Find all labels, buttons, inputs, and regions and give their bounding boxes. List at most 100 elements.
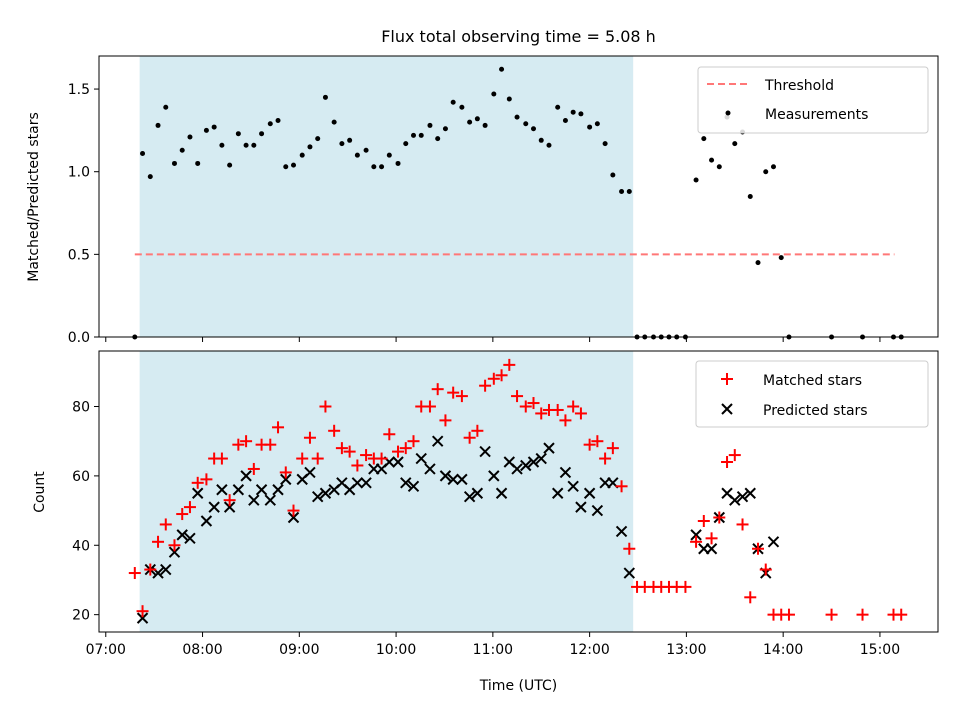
matched-star-point [471, 424, 484, 437]
legend-measurements-label: Measurements [765, 107, 868, 123]
x-tick-label: 09:00 [279, 642, 319, 658]
measurement-point [363, 147, 369, 153]
predicted-star-point [360, 477, 372, 489]
predicted-star-point [304, 466, 316, 479]
predicted-star-point [551, 487, 564, 499]
matched-star-point [825, 608, 838, 621]
legend-matched-label: Matched stars [763, 373, 862, 389]
legend-threshold-label: Threshold [764, 78, 834, 94]
predicted-star-point [520, 459, 532, 472]
measurement-point [163, 104, 169, 110]
matched-star-point [615, 480, 628, 493]
matched-star-point [856, 608, 869, 621]
predicted-star-point [463, 490, 476, 503]
measurement-point [701, 136, 707, 142]
matched-star-point [328, 424, 341, 437]
measurement-point [716, 164, 722, 170]
measurement-point [747, 194, 753, 199]
matched-star-point [152, 535, 165, 548]
measurement-point [203, 127, 209, 133]
top-y-tick-label: 0.0 [68, 330, 90, 346]
measurement-point [602, 141, 608, 147]
predicted-star-point [287, 511, 300, 524]
matched-star-point [319, 400, 332, 413]
matched-star-point [439, 414, 452, 427]
legend-matched-swatch [721, 373, 733, 385]
measurement-point [379, 164, 385, 170]
matched-star-point [296, 452, 309, 465]
measurement-point [499, 66, 505, 72]
matched-star-point [479, 379, 492, 392]
matched-star-point [728, 449, 741, 462]
bottom-legend: Matched stars Predicted stars [695, 360, 929, 428]
measurement-point [427, 122, 433, 128]
bottom-y-tick-label: 20 [72, 608, 90, 624]
predicted-star-point [415, 452, 427, 465]
predicted-star-point [439, 470, 452, 482]
matched-star-point [705, 532, 718, 545]
bottom-y-tick-label: 60 [72, 469, 90, 485]
predicted-star-point [400, 477, 412, 489]
measurement-point [626, 189, 632, 195]
legend-predicted-swatch [721, 403, 733, 415]
matched-star-point [287, 504, 300, 517]
predicted-star-point [136, 612, 149, 624]
measurement-point [732, 141, 738, 147]
matched-star-point [191, 476, 204, 489]
predicted-star-point [264, 494, 276, 506]
measurement-point [778, 255, 784, 261]
matched-star-point [782, 608, 795, 621]
matched-star-point [375, 452, 388, 465]
measurement-point [594, 121, 600, 127]
matched-star-point [752, 542, 765, 555]
matched-star-point [567, 400, 580, 413]
matched-star-point [311, 452, 324, 465]
bottom-plot-frame [98, 350, 939, 633]
matched-star-point [606, 442, 619, 455]
x-tick-label: 15:00 [860, 642, 900, 658]
matched-star-point [690, 535, 703, 548]
predicted-star-point [255, 484, 268, 496]
measurement-point [578, 111, 584, 117]
x-tick-label: 11:00 [473, 642, 513, 658]
matched-star-point [128, 567, 141, 580]
measurement-point [555, 104, 561, 110]
predicted-star-point [208, 501, 220, 513]
measurement-point [450, 99, 456, 105]
measurement-point [770, 164, 776, 170]
predicted-star-point [200, 515, 213, 527]
x-tick-label: 07:00 [86, 642, 126, 658]
measurement-point [530, 126, 536, 132]
predicted-star-point [407, 480, 420, 493]
measurement-point [506, 96, 512, 102]
predicted-star-point [567, 480, 579, 493]
x-tick-label: 10:00 [376, 642, 416, 658]
measurement-point [211, 124, 217, 130]
measurement-point [570, 109, 576, 115]
measurement-point [227, 162, 233, 168]
matched-star-point [759, 563, 772, 576]
matched-star-point [247, 462, 260, 475]
matched-star-point [240, 435, 253, 448]
matched-star-point [495, 369, 508, 382]
measurement-point [322, 94, 328, 100]
measurement-point [307, 144, 313, 150]
predicted-star-point [280, 473, 292, 486]
chart-title: Flux total observing time = 5.08 h [381, 27, 656, 46]
measurement-point [403, 141, 409, 147]
measurement-point [435, 136, 441, 142]
matched-star-point [407, 435, 420, 448]
bottom-y-axis-label: Count [32, 471, 48, 513]
predicted-star-point [535, 452, 547, 465]
predicted-star-point [184, 532, 196, 545]
predicted-star-point [319, 487, 332, 499]
measurement-point [763, 169, 769, 175]
measurement-point [411, 132, 417, 138]
measurement-point [693, 177, 699, 183]
matched-star-point [559, 414, 572, 427]
matched-star-point [272, 421, 285, 434]
measurement-point [546, 142, 552, 148]
predicted-star-point [591, 504, 604, 517]
measurement-point [587, 124, 593, 130]
